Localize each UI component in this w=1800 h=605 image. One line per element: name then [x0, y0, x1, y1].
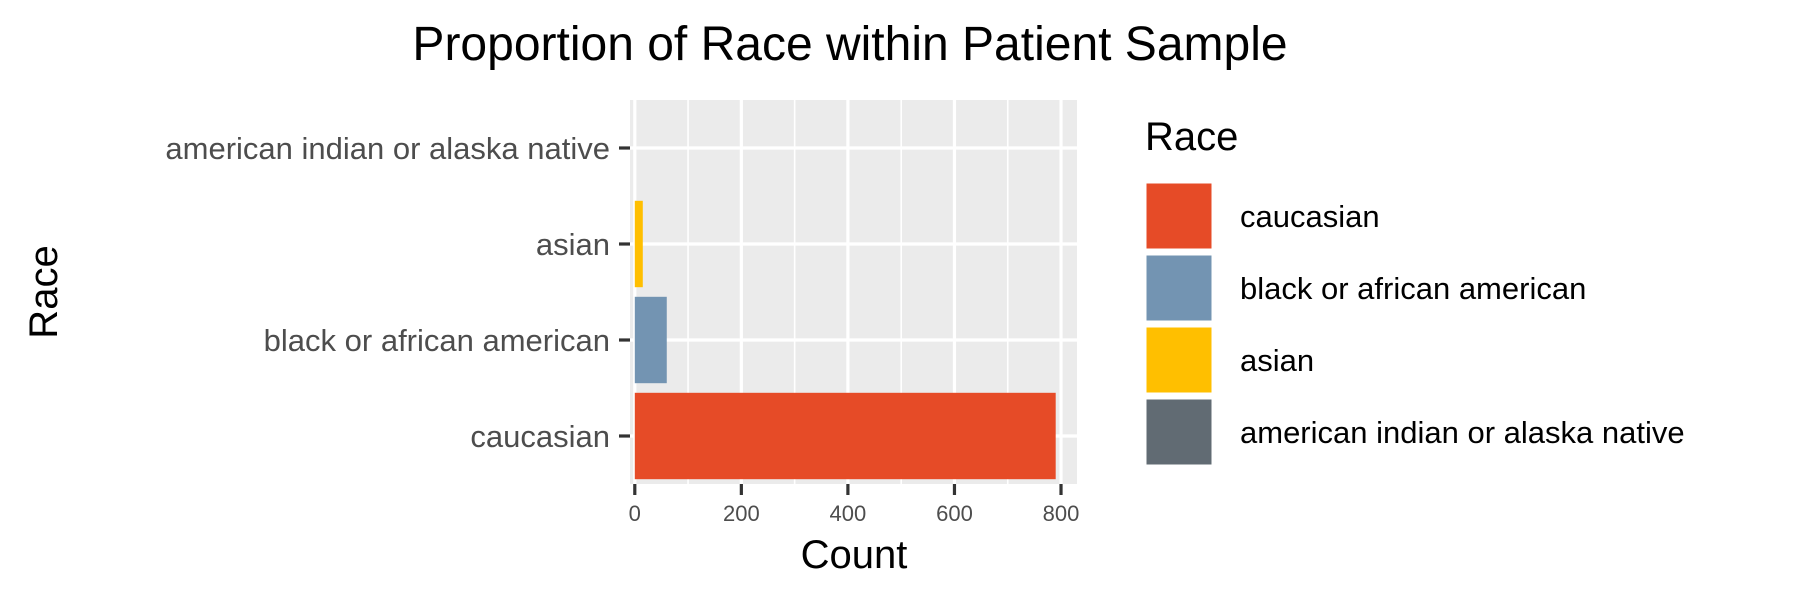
legend-swatch: [1143, 180, 1215, 252]
legend-label: caucasian: [1240, 199, 1380, 234]
legend: Race caucasian black or african american a…: [1143, 115, 1685, 468]
y-tick-label: caucasian: [470, 419, 610, 454]
x-tick-label: 800: [1043, 501, 1080, 526]
legend-label: asian: [1240, 343, 1314, 378]
chart-title: Proportion of Race within Patient Sample: [412, 18, 1287, 71]
x-tick-label: 200: [723, 501, 760, 526]
bar-asian: [634, 200, 643, 288]
y-axis-title: Race: [22, 245, 66, 338]
plot-panel: [630, 100, 1077, 484]
x-axis: 0 200 400 600 800: [629, 484, 1080, 526]
legend-swatch: [1143, 324, 1215, 396]
legend-entries: caucasian black or african american asian a…: [1143, 180, 1685, 468]
x-axis-title: Count: [801, 533, 908, 577]
legend-title: Race: [1145, 115, 1238, 159]
y-tick-label: american indian or alaska native: [165, 131, 610, 166]
x-tick-label: 400: [830, 501, 867, 526]
y-tick-label: asian: [536, 227, 610, 262]
x-tick-label: 0: [629, 501, 641, 526]
x-tick-label: 600: [936, 501, 973, 526]
bar-caucasian: [634, 392, 1056, 480]
legend-label: american indian or alaska native: [1240, 415, 1685, 450]
y-tick-label: black or african american: [264, 323, 610, 358]
legend-swatch: [1143, 252, 1215, 324]
legend-swatch: [1143, 396, 1215, 468]
y-axis: caucasian black or african american asian a…: [165, 131, 630, 454]
legend-label: black or african american: [1240, 271, 1586, 306]
bar-black-or-african-american: [634, 296, 667, 384]
